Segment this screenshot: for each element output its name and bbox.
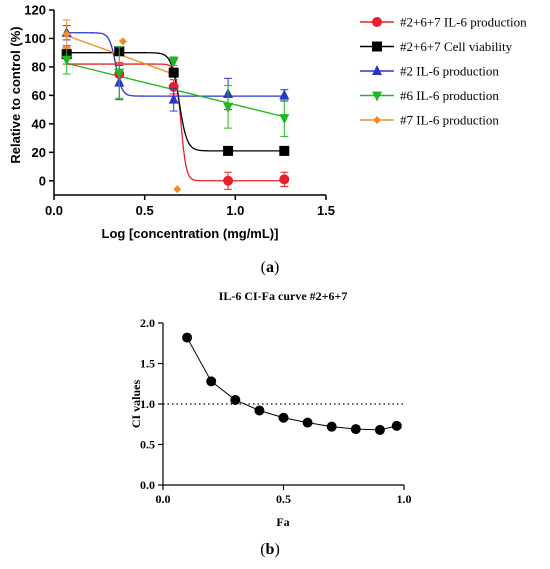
panel-a-point-series-1 xyxy=(223,175,234,186)
panel-b-point xyxy=(302,417,313,428)
panel-b-y-tick-label: 0.0 xyxy=(140,478,155,492)
panel-a-y-tick-label: 20 xyxy=(32,145,46,160)
panel-a-point-series-2 xyxy=(279,145,290,156)
panel-a-point-series-1 xyxy=(168,81,179,92)
panel-a-point-series-1 xyxy=(279,174,290,185)
legend-label-3: #2 IL-6 production xyxy=(400,64,499,79)
panel-a-y-tick-label: 40 xyxy=(32,116,46,131)
panel-a-point-series-4 xyxy=(223,102,234,113)
legend-label-1: #2+6+7 IL-6 production xyxy=(400,15,527,30)
panel-b-y-tick-label: 2.0 xyxy=(140,316,155,330)
panel-a-x-tick-label: 1.0 xyxy=(226,203,244,218)
legend-marker-1 xyxy=(372,17,382,27)
panel-b-point xyxy=(182,332,193,343)
panel-a-axes: 0.0 0.5 1.0 1.5 0 20 40 60 80 100 120 xyxy=(24,3,335,219)
panel-b-caption: (b) xyxy=(260,541,280,558)
panel-b-x-tick-label: 1.0 xyxy=(397,492,412,506)
panel-b-y-tick-label: 0.5 xyxy=(140,438,155,452)
panel-a: 0.0 0.5 1.0 1.5 0 20 40 60 80 100 120 Relative to … xyxy=(8,3,527,277)
panel-b-y-tick-label: 1.0 xyxy=(140,397,155,411)
panel-b-y-tick-label: 1.5 xyxy=(140,357,155,371)
panel-a-fit-curve-3 xyxy=(66,32,285,97)
panel-a-point-series-5 xyxy=(118,37,127,46)
panel-a-y-tick-label: 60 xyxy=(32,88,46,103)
panel-a-point-series-4 xyxy=(279,114,290,125)
panel-b-point xyxy=(350,424,361,435)
legend-marker-2 xyxy=(372,41,382,52)
panel-a-point-series-3 xyxy=(279,89,290,100)
panel-b-point xyxy=(278,412,289,423)
panel-a-point-series-4 xyxy=(114,68,125,79)
panel-a-fit-curve-2 xyxy=(66,52,285,152)
panel-a-point-series-3 xyxy=(168,93,179,104)
panel-b-y-axis-label: CI values xyxy=(129,380,143,429)
panel-a-point-series-5 xyxy=(173,185,182,194)
legend-label-5: #7 IL-6 production xyxy=(400,113,499,128)
panel-b-x-tick-label: 0.5 xyxy=(276,492,291,506)
panel-a-y-tick-label: 0 xyxy=(39,173,46,188)
panel-a-point-series-2 xyxy=(223,145,234,156)
panel-a-caption: (a) xyxy=(261,259,280,276)
panel-b-point xyxy=(206,376,217,387)
panel-a-point-series-4 xyxy=(61,55,72,66)
legend-marker-5 xyxy=(373,116,381,124)
panel-b-series-line xyxy=(186,337,397,431)
panel-b-axes: 0.0 0.5 1.0 0.0 0.5 1.0 1.5 2.0 xyxy=(140,316,412,506)
legend-marker-4 xyxy=(372,91,382,102)
panel-a-x-axis-label: Log [concentration (mg/mL)] xyxy=(102,226,279,241)
panel-a-point-series-5 xyxy=(62,30,71,39)
panel-a-x-tick-label: 0.0 xyxy=(45,203,63,218)
panel-b-title: IL-6 CI-Fa curve #2+6+7 xyxy=(219,289,348,303)
panel-b-point xyxy=(374,424,385,435)
panel-b-point xyxy=(254,405,265,416)
panel-b-x-tick-label: 0.0 xyxy=(156,492,171,506)
panel-b-x-axis-label: Fa xyxy=(276,515,289,529)
panel-a-x-tick-label: 1.5 xyxy=(317,203,335,218)
panel-a-data-points xyxy=(61,19,290,194)
panel-a-y-axis-label: Relative to control (%) xyxy=(8,26,23,163)
panel-a-legend: #2+6+7 IL-6 production #2+6+7 Cell viabil… xyxy=(360,15,527,128)
panel-b-point xyxy=(391,420,402,431)
panel-a-y-tick-label: 100 xyxy=(24,31,46,46)
panel-b: IL-6 CI-Fa curve #2+6+7 0.0 0.5 1.0 0.0 0.5 1… xyxy=(129,289,412,558)
legend-label-4: #6 IL-6 production xyxy=(400,88,499,103)
panel-b-point xyxy=(230,394,241,405)
panel-a-y-tick-label: 120 xyxy=(24,3,46,18)
panel-b-series xyxy=(182,332,402,435)
panel-a-point-series-2 xyxy=(168,67,179,78)
panel-b-point xyxy=(326,421,337,432)
panel-a-fit-curves xyxy=(66,32,285,182)
panel-a-point-series-4 xyxy=(168,57,179,68)
legend-marker-3 xyxy=(372,65,382,75)
panel-a-y-tick-label: 80 xyxy=(32,59,46,74)
panel-a-x-tick-label: 0.5 xyxy=(136,203,154,218)
legend-label-2: #2+6+7 Cell viability xyxy=(400,39,513,54)
